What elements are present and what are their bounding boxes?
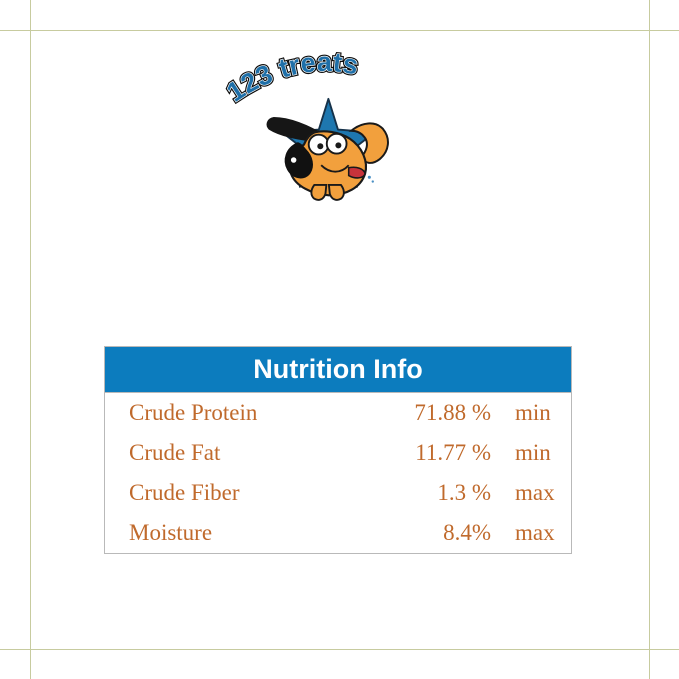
svg-text:123 treats: 123 treats xyxy=(225,47,361,108)
